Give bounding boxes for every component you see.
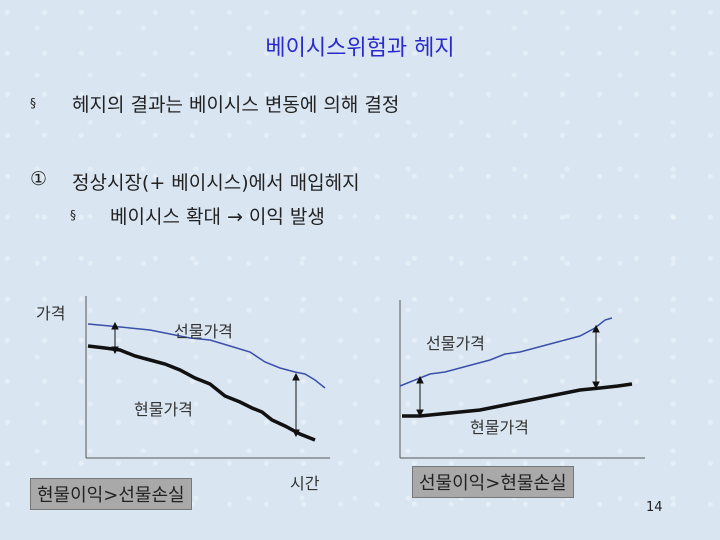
sub-bullet-symbol: § — [70, 208, 76, 222]
left-futures-line — [87, 323, 326, 389]
left-spot-label: 현물가격 — [134, 400, 193, 419]
y-axis-label: 가격 — [36, 304, 66, 323]
left-futures-label: 선물가격 — [174, 322, 233, 341]
left-result-box: 현물이익>선물손실 — [30, 478, 192, 510]
left-end-spread-arrow — [292, 372, 300, 438]
right-result-box: 선물이익>현물손실 — [412, 466, 574, 498]
left-start-spread-arrow — [111, 321, 119, 355]
right-start-spread-arrow — [416, 375, 424, 418]
page-number: 14 — [646, 500, 663, 515]
bullet-text: 헤지의 결과는 베이시스 변동에 의해 결정 — [72, 94, 400, 116]
item-text: 정상시장(+ 베이시스)에서 매입헤지 — [72, 172, 360, 194]
item-number: ① — [30, 168, 48, 190]
slide-title: 베이시스위험과 헤지 — [265, 36, 455, 61]
right-futures-label: 선물가격 — [426, 334, 485, 353]
right-futures-line — [399, 317, 613, 387]
right-spot-line — [402, 382, 633, 418]
sub-bullet-text: 베이시스 확대 → 이익 발생 — [110, 206, 325, 228]
right-end-spread-arrow — [592, 324, 600, 390]
left-spot-line — [87, 344, 316, 442]
bullet-symbol: § — [30, 96, 36, 110]
right-spot-label: 현물가격 — [470, 418, 529, 437]
x-axis-label: 시간 — [290, 474, 320, 493]
